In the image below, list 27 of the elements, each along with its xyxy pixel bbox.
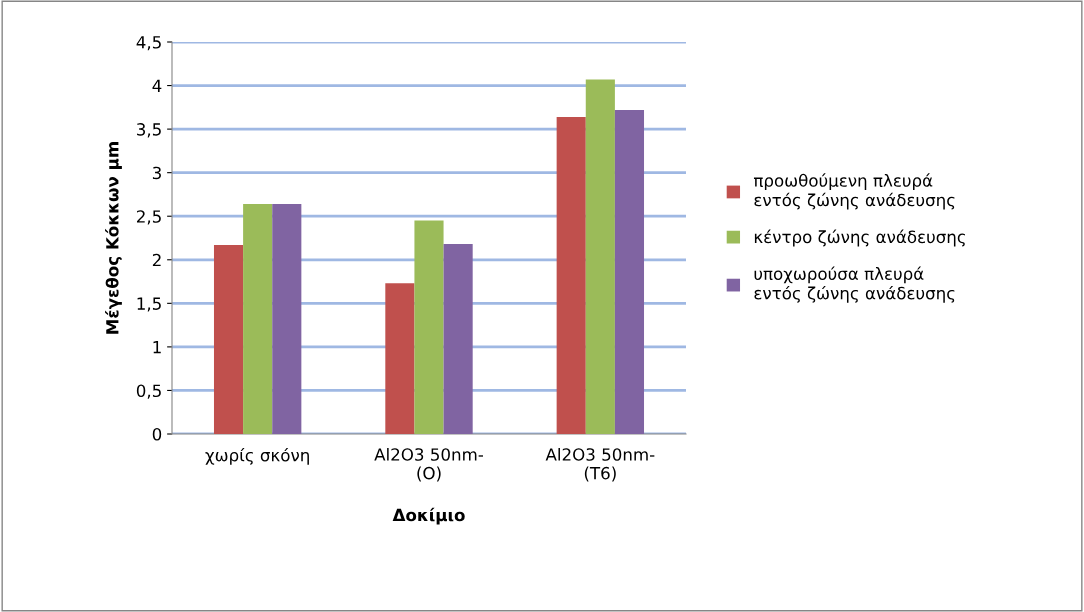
y-tick-label: 3,5 [137, 123, 161, 138]
bar [385, 283, 415, 434]
x-tick-label: Al2O3 50nm- (T6) [545, 447, 655, 482]
bar [414, 220, 444, 434]
legend-label: κέντρο ζώνης ανάδευσης [754, 229, 965, 247]
legend-label: προωθούμενη πλευρά εντός ζώνης ανάδευσης [753, 173, 955, 210]
bar [443, 244, 473, 434]
y-tick-label: 1,5 [137, 297, 161, 312]
y-tick-label: 2,5 [136, 210, 161, 225]
y-tick-label: 0,5 [136, 384, 161, 399]
y-tick-label: 4 [152, 79, 162, 92]
bar [585, 79, 615, 434]
y-tick-label: 3 [152, 166, 161, 180]
x-tick-label: χωρίς σκόνη [205, 447, 309, 465]
bar [614, 109, 645, 434]
y-tick-label: 4,5 [136, 36, 161, 51]
y-tick-label: 1 [153, 341, 161, 354]
bar [556, 116, 586, 434]
x-axis-title: Δοκίμιο [392, 507, 465, 525]
bar [243, 204, 273, 434]
bar [272, 204, 302, 434]
y-tick-label: 0 [152, 427, 162, 441]
bar [213, 244, 244, 434]
x-tick-label: Al2O3 50nm- (O) [374, 447, 484, 482]
legend-label: υποχωρούσα πλευρά εντός ζώνης ανάδευσης [754, 266, 955, 303]
y-axis-title: Μέγεθος Κόκκων μm [105, 142, 122, 334]
y-tick-label: 2 [152, 253, 161, 267]
